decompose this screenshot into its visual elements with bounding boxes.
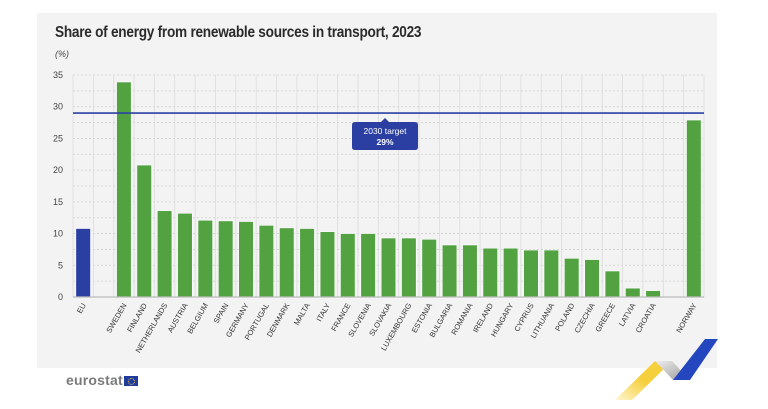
bar-cyprus <box>523 249 539 298</box>
bar-croatia <box>645 290 661 298</box>
bar-netherlands <box>156 210 173 298</box>
x-tick-label: EU <box>75 302 88 316</box>
bar-germany <box>238 221 254 298</box>
eu-flag-icon <box>124 376 138 386</box>
y-tick-label: 0 <box>58 292 63 302</box>
unit-label: (%) <box>55 49 69 59</box>
chart-title: Share of energy from renewable sources i… <box>55 24 422 41</box>
bar-eu <box>75 228 91 298</box>
x-tick-label: SPAIN <box>212 302 231 326</box>
target-callout-value: 29% <box>376 137 393 147</box>
bar-slovenia <box>360 233 376 298</box>
bar-spain <box>218 220 234 298</box>
bar-bulgaria <box>441 244 458 298</box>
bar-malta <box>299 228 315 298</box>
y-tick-label: 5 <box>58 260 63 270</box>
bar-estonia <box>421 238 437 298</box>
bar-poland <box>564 258 580 298</box>
target-callout: 2030 target 29% <box>352 118 418 151</box>
bar-luxembourg <box>401 237 417 298</box>
y-tick-label: 10 <box>53 229 63 239</box>
bar-austria <box>177 212 193 298</box>
bar-norway <box>686 119 702 298</box>
y-tick-label: 25 <box>53 133 63 143</box>
bar-hungary <box>503 247 519 298</box>
bar-latvia <box>625 287 641 298</box>
bar-italy <box>319 231 336 298</box>
x-axis-labels: EU SWEDENFINLANDNETHERLANDSAUSTRIABELGIUM… <box>75 301 699 354</box>
target-callout-label: 2030 target <box>363 126 407 136</box>
bar-slovakia <box>380 237 397 298</box>
y-tick-label: 20 <box>53 165 63 175</box>
eurostat-logo: eurostat <box>66 372 123 388</box>
bars <box>75 81 702 298</box>
bar-denmark <box>279 227 295 298</box>
y-tick-label: 30 <box>53 102 63 112</box>
bar-sweden <box>116 81 132 298</box>
y-tick-label: 15 <box>53 197 63 207</box>
bar-greece <box>604 270 621 298</box>
bar-portugal <box>258 225 274 298</box>
bar-lithuania <box>543 249 559 298</box>
bar-france <box>340 233 356 298</box>
x-tick-label: MALTA <box>292 302 312 327</box>
eurostat-ribbon-icon <box>615 339 718 400</box>
y-axis-ticks: 0 5 10 15 20 25 30 35 <box>53 70 63 302</box>
x-tick-label: ITALY <box>315 302 333 324</box>
bar-belgium <box>197 219 213 298</box>
bar-finland <box>136 164 152 298</box>
bar-czechia <box>584 259 600 298</box>
y-tick-label: 35 <box>53 70 63 80</box>
bar-romania <box>462 244 478 298</box>
target-callout-box <box>352 118 418 151</box>
bar-ireland <box>482 247 498 298</box>
x-tick-label: LATVIA <box>617 302 637 328</box>
